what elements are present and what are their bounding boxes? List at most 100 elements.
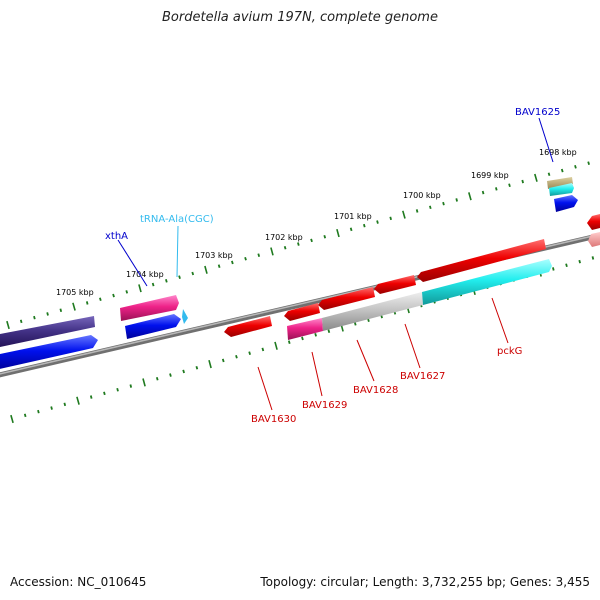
gene-features: [0, 177, 600, 370]
kbp-label-1705: 1705 kbp: [56, 288, 94, 297]
label-BAV1628[interactable]: BAV1628: [353, 385, 398, 396]
outer-scale-minor-tick: [283, 245, 287, 250]
leader-trna: [176, 225, 179, 278]
inner-scale-minor-tick: [301, 336, 304, 341]
inner-scale-minor-tick: [578, 259, 581, 264]
label-BAV1627[interactable]: BAV1627: [400, 371, 445, 382]
accession-text: Accession: NC_010645: [10, 575, 147, 589]
kbp-label-1702: 1702 kbp: [265, 233, 303, 242]
inner-scale-minor-tick: [221, 358, 225, 363]
outer-scale-minor-tick: [455, 198, 458, 202]
gene-trna-arrow[interactable]: [182, 309, 188, 324]
leader-pckG: [491, 297, 509, 344]
inner-scale-minor-tick: [103, 391, 106, 396]
leader-BAV1629: [311, 351, 323, 397]
inner-scale-minor-tick: [235, 354, 238, 359]
gene-BAV1628-gray[interactable]: [322, 292, 423, 331]
kbp-labels: 1698 kbp 1699 kbp 1700 kbp 1701 kbp 1702…: [56, 148, 577, 297]
inner-scale-minor-tick: [314, 333, 317, 337]
outer-scale-minor-tick: [244, 257, 247, 261]
outer-scale-minor-tick: [442, 201, 445, 206]
outer-scale-major-tick: [402, 210, 406, 219]
inner-scale-major-tick: [10, 414, 14, 424]
outer-scale-minor-tick: [349, 227, 353, 232]
outer-scale-ticks: [6, 161, 590, 330]
inner-scale-minor-tick: [591, 256, 595, 260]
inner-scale-major-tick: [274, 341, 278, 350]
inner-scale-minor-tick: [89, 395, 93, 399]
inner-scale-minor-tick: [182, 369, 185, 374]
kbp-label-1704: 1704 kbp: [126, 270, 164, 279]
label-BAV1625[interactable]: BAV1625: [515, 107, 560, 118]
outer-scale-minor-tick: [46, 312, 49, 316]
outer-scale-major-tick: [138, 284, 142, 293]
inner-scale-major-tick: [76, 396, 80, 405]
inner-scale-minor-tick: [327, 329, 331, 333]
outer-scale-minor-tick: [217, 264, 221, 268]
gene-BAV1630[interactable]: [224, 316, 272, 337]
outer-scale-minor-tick: [231, 260, 234, 265]
gene-red-edge[interactable]: [587, 214, 600, 230]
outer-scale-minor-tick: [560, 168, 564, 173]
gene-BAV1625-cyan[interactable]: [549, 183, 574, 196]
label-BAV1630[interactable]: BAV1630: [251, 414, 296, 425]
kbp-label-1699: 1699 kbp: [471, 171, 509, 180]
inner-scale-minor-tick: [565, 263, 568, 268]
label-xthA[interactable]: xthA: [105, 231, 128, 242]
outer-scale-minor-tick: [574, 165, 577, 169]
gene-labels: BAV1625 xthA tRNA-Ala(CGC) BAV1630 BAV16…: [105, 107, 560, 425]
outer-scale-minor-tick: [33, 315, 36, 320]
gene-BAV1629-magenta[interactable]: [287, 318, 323, 340]
outer-scale-minor-tick: [59, 308, 63, 313]
outer-scale-minor-tick: [178, 275, 181, 279]
inner-scale-minor-tick: [261, 347, 265, 352]
outer-scale-minor-tick: [429, 205, 432, 210]
gene-xthA-blue[interactable]: [125, 314, 181, 339]
gene-navy-large[interactable]: [0, 316, 95, 348]
label-trna[interactable]: tRNA-Ala(CGC): [140, 214, 214, 225]
outer-scale-minor-tick: [297, 242, 300, 246]
outer-scale-major-tick: [534, 173, 538, 182]
gene-BAV1625-blue[interactable]: [554, 195, 578, 212]
outer-scale-major-tick: [72, 302, 76, 311]
outer-scale-minor-tick: [310, 238, 313, 243]
gene-label-lines: [117, 117, 554, 411]
inner-scale-minor-tick: [23, 413, 27, 418]
gene-blue-large[interactable]: [0, 335, 98, 370]
gene-BAV1627[interactable]: [374, 275, 416, 294]
inner-scale-major-tick: [208, 359, 212, 369]
gene-pckG[interactable]: [417, 239, 546, 282]
leader-BAV1630: [257, 366, 273, 411]
inner-scale-minor-tick: [248, 351, 251, 355]
gene-BAV1625-tan[interactable]: [547, 177, 573, 189]
outer-scale-minor-tick: [85, 301, 89, 305]
inner-scale-minor-tick: [195, 365, 199, 370]
outer-scale-major-tick: [468, 192, 472, 201]
gene-pink-edge[interactable]: [588, 232, 600, 247]
gene-xthA-magenta[interactable]: [120, 295, 179, 321]
inner-scale-minor-tick: [116, 387, 119, 392]
label-BAV1629[interactable]: BAV1629: [302, 400, 347, 411]
inner-scale-minor-tick: [353, 322, 357, 326]
inner-scale-minor-tick: [155, 376, 159, 381]
inner-scale-minor-tick: [287, 340, 291, 344]
outer-scale-minor-tick: [151, 282, 155, 287]
outer-scale-minor-tick: [508, 183, 511, 188]
gene-BAV1629[interactable]: [284, 303, 320, 321]
gene-pckG-cyan[interactable]: [422, 259, 552, 305]
leader-xthA: [117, 239, 148, 287]
outer-scale-minor-tick: [191, 271, 195, 276]
label-pckG[interactable]: pckG: [497, 346, 522, 357]
outer-scale-minor-tick: [495, 187, 498, 191]
outer-scale-minor-tick: [389, 216, 392, 221]
outer-scale-minor-tick: [19, 319, 23, 324]
leader-BAV1627: [404, 323, 421, 369]
inner-scale-minor-tick: [50, 406, 53, 410]
leader-BAV1625: [538, 117, 554, 163]
inner-scale-minor-tick: [37, 409, 40, 414]
outer-scale-major-tick: [336, 228, 340, 238]
gene-BAV1628[interactable]: [318, 287, 375, 310]
kbp-label-1698: 1698 kbp: [539, 148, 577, 157]
